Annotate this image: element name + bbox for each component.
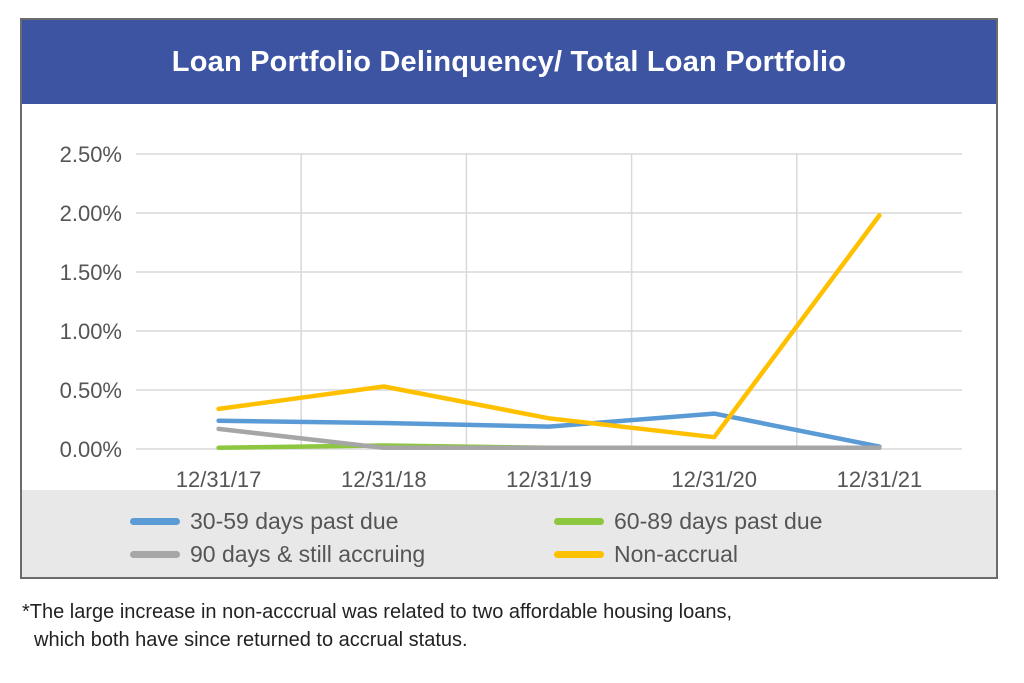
legend-item-60-89: 60-89 days past due	[554, 508, 822, 535]
chart-title-bar: Loan Portfolio Delinquency/ Total Loan P…	[22, 20, 996, 104]
y-tick-label: 2.00%	[60, 201, 122, 226]
series-line-3	[216, 213, 882, 440]
x-tick-label: 12/31/21	[837, 467, 923, 490]
legend-swatch-60-89	[554, 518, 604, 525]
x-tick-label: 12/31/19	[506, 467, 592, 490]
legend-item-30-59: 30-59 days past due	[130, 508, 398, 535]
y-tick-label: 0.00%	[60, 437, 122, 462]
y-tick-label: 0.50%	[60, 378, 122, 403]
series-line-2	[216, 426, 882, 451]
legend-item-90-days: 90 days & still accruing	[130, 541, 425, 568]
y-tick-label: 2.50%	[60, 142, 122, 167]
legend-label-90-days: 90 days & still accruing	[190, 541, 426, 567]
legend: 30-59 days past due 60-89 days past due …	[22, 490, 996, 577]
series-line-0	[216, 411, 882, 449]
x-tick-label: 12/31/18	[341, 467, 427, 490]
legend-label-30-59: 30-59 days past due	[190, 508, 399, 534]
plot-area: 2.50% 2.00% 1.50% 1.00% 0.50% 0.00% 12/31/17 12…	[60, 142, 962, 490]
legend-swatch-30-59	[130, 518, 180, 525]
legend-item-non-accrual: Non-accrual	[554, 541, 738, 568]
legend-label-non-accrual: Non-accrual	[614, 541, 738, 567]
chart-frame: Loan Portfolio Delinquency/ Total Loan P…	[20, 18, 998, 579]
footnote-line-2: which both have since returned to accrua…	[34, 629, 468, 651]
footnote: *The large increase in non-acccrual was …	[22, 598, 1012, 654]
legend-label-60-89: 60-89 days past due	[614, 508, 823, 534]
footnote-line-1: *The large increase in non-acccrual was …	[22, 601, 733, 623]
y-tick-label: 1.50%	[60, 260, 122, 285]
x-tick-label: 12/31/17	[176, 467, 262, 490]
chart-title: Loan Portfolio Delinquency/ Total Loan P…	[171, 45, 847, 78]
y-tick-label: 1.00%	[60, 319, 122, 344]
legend-swatch-non-accrual	[554, 551, 604, 558]
legend-swatch-90-days	[130, 551, 180, 558]
x-tick-label: 12/31/20	[671, 467, 757, 490]
